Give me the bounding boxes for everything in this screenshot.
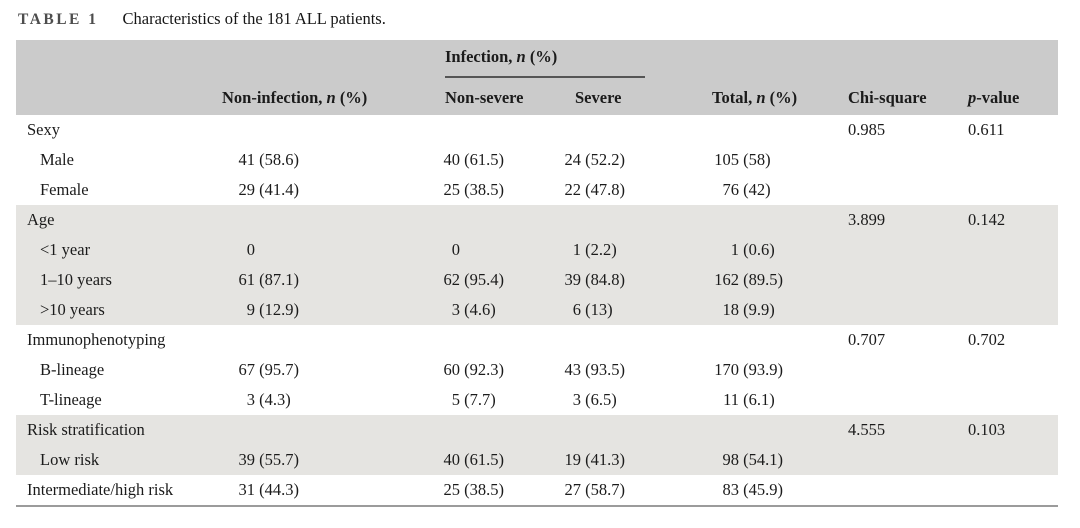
table-bottom-rule (16, 505, 1058, 507)
table-body: Sexy 0.985 0.611 Male 41 (58.6) 40 (61.5) 24 (… (16, 115, 1058, 505)
cell-noninfection: 3 (4.3) (246, 390, 291, 409)
row-label: Intermediate/high risk (27, 480, 174, 499)
cell-nonsevere: 3 (4.6) (451, 300, 496, 319)
infection-spanner-rule (445, 76, 645, 78)
cell-chisquare: 4.555 (848, 420, 886, 439)
cell-noninfection: 61 (87.1) (238, 270, 300, 289)
table-header: Non-infection, n (%) Infection, n (%) No… (16, 40, 1058, 115)
cell-noninfection: 39 (55.7) (238, 450, 300, 469)
row-label: Risk stratification (27, 420, 145, 439)
row-label: Sexy (27, 120, 60, 139)
cell-total: 162 (89.5) (714, 270, 783, 289)
row-label: 1–10 years (40, 270, 112, 289)
cell-nonsevere: 40 (61.5) (443, 450, 505, 469)
row-label: Immunophenotyping (27, 330, 166, 349)
patients-characteristics-table: Non-infection, n (%) Infection, n (%) No… (16, 40, 1058, 507)
cell-noninfection: 0 (246, 240, 255, 259)
cell-nonsevere: 40 (61.5) (443, 150, 505, 169)
table-row: T-lineage 3 (4.3) 5 (7.7) 3 (6.5) 11 (6.1) (16, 385, 1058, 415)
cell-severe: 22 (47.8) (564, 180, 626, 199)
column-header-chisquare: Chi-square (848, 88, 927, 107)
table-row: >10 years 9 (12.9) 3 (4.6) 6 (13) 18 (9.9) (16, 295, 1058, 325)
row-label: B-lineage (40, 360, 105, 379)
cell-nonsevere: 0 (451, 240, 460, 259)
cell-noninfection: 29 (41.4) (238, 180, 300, 199)
cell-nonsevere: 62 (95.4) (443, 270, 505, 289)
cell-pvalue: 0.103 (968, 420, 1006, 439)
cell-total: 105 (58) (714, 150, 771, 169)
table-title: TABLE 1 Characteristics of the 181 ALL p… (18, 9, 386, 29)
cell-total: 11 (6.1) (723, 390, 775, 409)
table-number-label: TABLE 1 (18, 11, 99, 28)
cell-total: 98 (54.1) (722, 450, 784, 469)
column-header-total: Total, n (%) (712, 88, 798, 107)
cell-noninfection: 41 (58.6) (238, 150, 300, 169)
table-row: 1–10 years 61 (87.1) 62 (95.4) 39 (84.8) 162… (16, 265, 1058, 295)
cell-nonsevere: 25 (38.5) (443, 480, 505, 499)
cell-total: 18 (9.9) (722, 300, 775, 319)
table-row: Male 41 (58.6) 40 (61.5) 24 (52.2) 105 (58) (16, 145, 1058, 175)
column-spanner-infection: Infection, n (%) (445, 47, 558, 66)
table-row: <1 year 0 0 1 (2.2) 1 (0.6) (16, 235, 1058, 265)
cell-severe: 27 (58.7) (564, 480, 626, 499)
cell-total: 76 (42) (722, 180, 771, 199)
table-row: Female 29 (41.4) 25 (38.5) 22 (47.8) 76 (42) (16, 175, 1058, 205)
table-row: Intermediate/high risk 31 (44.3) 25 (38.5)… (16, 475, 1058, 505)
cell-nonsevere: 5 (7.7) (451, 390, 496, 409)
cell-severe: 6 (13) (572, 300, 613, 319)
cell-severe: 3 (6.5) (572, 390, 617, 409)
table-row: Sexy 0.985 0.611 (16, 115, 1058, 145)
cell-chisquare: 3.899 (848, 210, 886, 229)
cell-noninfection: 31 (44.3) (238, 480, 300, 499)
cell-noninfection: 67 (95.7) (238, 360, 300, 379)
cell-nonsevere: 60 (92.3) (443, 360, 505, 379)
table-caption: Characteristics of the 181 ALL patients. (122, 9, 386, 28)
cell-total: 83 (45.9) (722, 480, 784, 499)
cell-severe: 1 (2.2) (572, 240, 617, 259)
column-header-severe: Severe (575, 88, 622, 107)
table-row: Low risk 39 (55.7) 40 (61.5) 19 (41.3) 98 (5… (16, 445, 1058, 475)
cell-severe: 43 (93.5) (564, 360, 626, 379)
cell-severe: 19 (41.3) (564, 450, 626, 469)
table-row: Immunophenotyping 0.707 0.702 (16, 325, 1058, 355)
row-label: Age (27, 210, 55, 229)
row-label: >10 years (40, 300, 105, 319)
cell-nonsevere: 25 (38.5) (443, 180, 505, 199)
row-label: <1 year (40, 240, 91, 259)
table-row: Risk stratification 4.555 0.103 (16, 415, 1058, 445)
column-header-pvalue: p-value (968, 88, 1020, 107)
cell-pvalue: 0.611 (968, 120, 1005, 139)
row-label: Low risk (40, 450, 100, 469)
row-label: Female (40, 180, 89, 199)
cell-pvalue: 0.142 (968, 210, 1006, 229)
cell-severe: 39 (84.8) (564, 270, 626, 289)
cell-total: 1 (0.6) (730, 240, 775, 259)
cell-total: 170 (93.9) (714, 360, 783, 379)
column-header-nonsevere: Non-severe (445, 88, 524, 107)
cell-severe: 24 (52.2) (564, 150, 626, 169)
row-label: Male (40, 150, 74, 169)
cell-chisquare: 0.985 (848, 120, 886, 139)
column-header-noninfection: Non-infection, n (%) (222, 88, 368, 107)
table-row: B-lineage 67 (95.7) 60 (92.3) 43 (93.5) 170 … (16, 355, 1058, 385)
row-label: T-lineage (40, 390, 102, 409)
cell-pvalue: 0.702 (968, 330, 1006, 349)
cell-noninfection: 9 (12.9) (246, 300, 299, 319)
cell-chisquare: 0.707 (848, 330, 886, 349)
table-row: Age 3.899 0.142 (16, 205, 1058, 235)
